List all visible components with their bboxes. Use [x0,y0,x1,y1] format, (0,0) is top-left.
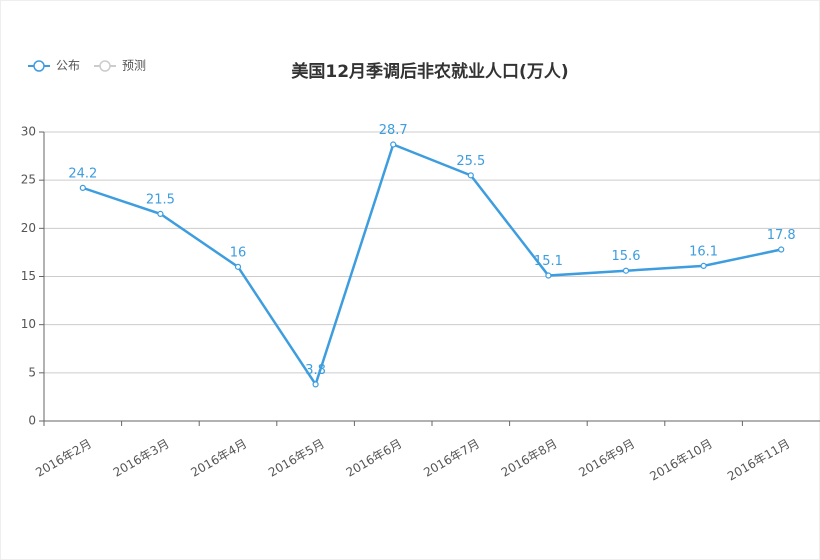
y-tick-label: 15 [21,269,36,283]
y-tick-label: 30 [21,125,36,139]
point [79,184,86,191]
x-tick-label: 2016年5月 [266,437,327,480]
legend-marker [99,60,111,72]
y-tick-label: 0 [28,414,36,428]
y-tick-label: 10 [21,317,36,331]
data-label: 21.5 [146,192,175,207]
x-tick-label: 2016年2月 [33,437,94,480]
chart-title: 美国12月季调后非农就业人口(万人) [291,61,568,82]
point [778,246,785,253]
y-tick-label: 20 [21,221,36,235]
data-label: 15.1 [534,254,563,269]
y-tick-label: 5 [28,365,36,379]
x-tick-label: 2016年11月 [725,437,792,484]
x-tick-label: 2016年3月 [111,437,172,480]
point [157,210,164,217]
data-label: 25.5 [456,154,485,169]
data-label: 28.7 [379,123,408,138]
data-label: 16 [230,245,247,260]
series-line [82,142,782,388]
x-tick-label: 2016年6月 [344,437,405,480]
point [622,267,630,274]
point [390,141,397,148]
data-label: 17.8 [767,228,796,243]
point [700,262,707,270]
point [545,272,552,279]
point [312,381,319,388]
data-label: 15.6 [612,249,641,264]
x-tick-label: 2016年9月 [576,437,637,480]
legend-label: 公布 [56,59,80,73]
y-tick-label: 25 [21,173,36,187]
x-tick-label: 2016年8月 [499,437,560,480]
x-tick-label: 2016年4月 [188,437,249,480]
point [234,263,242,270]
legend-label: 预测 [122,59,146,73]
x-tick-label: 2016年10月 [647,437,714,484]
legend-marker [33,60,45,72]
data-label: 3.8 [305,363,326,378]
point [467,172,474,179]
data-label: 24.2 [68,166,97,181]
x-tick-label: 2016年7月 [421,437,482,480]
data-label: 16.1 [689,244,718,259]
